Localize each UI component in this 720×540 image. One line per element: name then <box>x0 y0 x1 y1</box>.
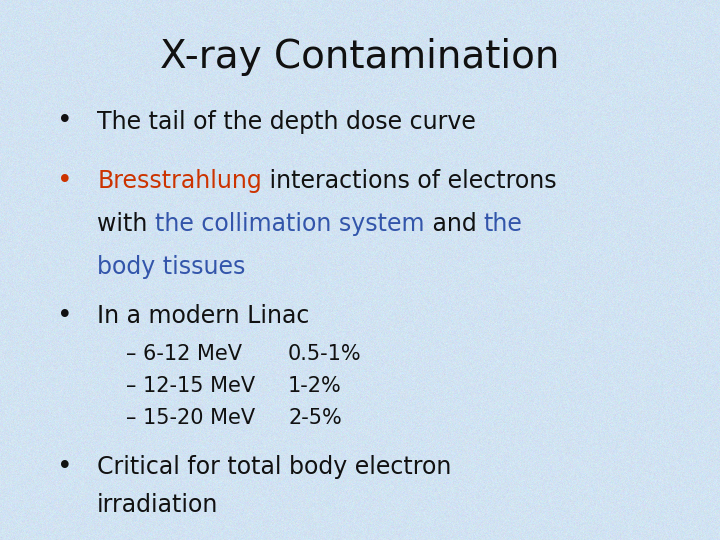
Text: irradiation: irradiation <box>97 493 219 517</box>
Text: 1-2%: 1-2% <box>288 376 342 396</box>
Text: body tissues: body tissues <box>97 255 246 279</box>
Text: •: • <box>57 109 73 134</box>
Text: interactions of electrons: interactions of electrons <box>262 169 557 193</box>
Text: – 6-12 MeV: – 6-12 MeV <box>126 343 242 364</box>
Text: X-ray Contamination: X-ray Contamination <box>161 38 559 76</box>
Text: 0.5-1%: 0.5-1% <box>288 343 361 364</box>
Text: •: • <box>57 168 73 194</box>
Text: with: with <box>97 212 155 236</box>
Text: •: • <box>57 454 73 480</box>
Text: – 15-20 MeV: – 15-20 MeV <box>126 408 255 429</box>
Text: – 12-15 MeV: – 12-15 MeV <box>126 376 255 396</box>
Text: 2-5%: 2-5% <box>288 408 342 429</box>
Text: The tail of the depth dose curve: The tail of the depth dose curve <box>97 110 476 133</box>
Text: •: • <box>57 303 73 329</box>
Text: the: the <box>484 212 523 236</box>
Text: Bresstrahlung: Bresstrahlung <box>97 169 262 193</box>
Text: the collimation system: the collimation system <box>155 212 425 236</box>
Text: Critical for total body electron: Critical for total body electron <box>97 455 451 479</box>
Text: and: and <box>425 212 484 236</box>
Text: In a modern Linac: In a modern Linac <box>97 304 310 328</box>
